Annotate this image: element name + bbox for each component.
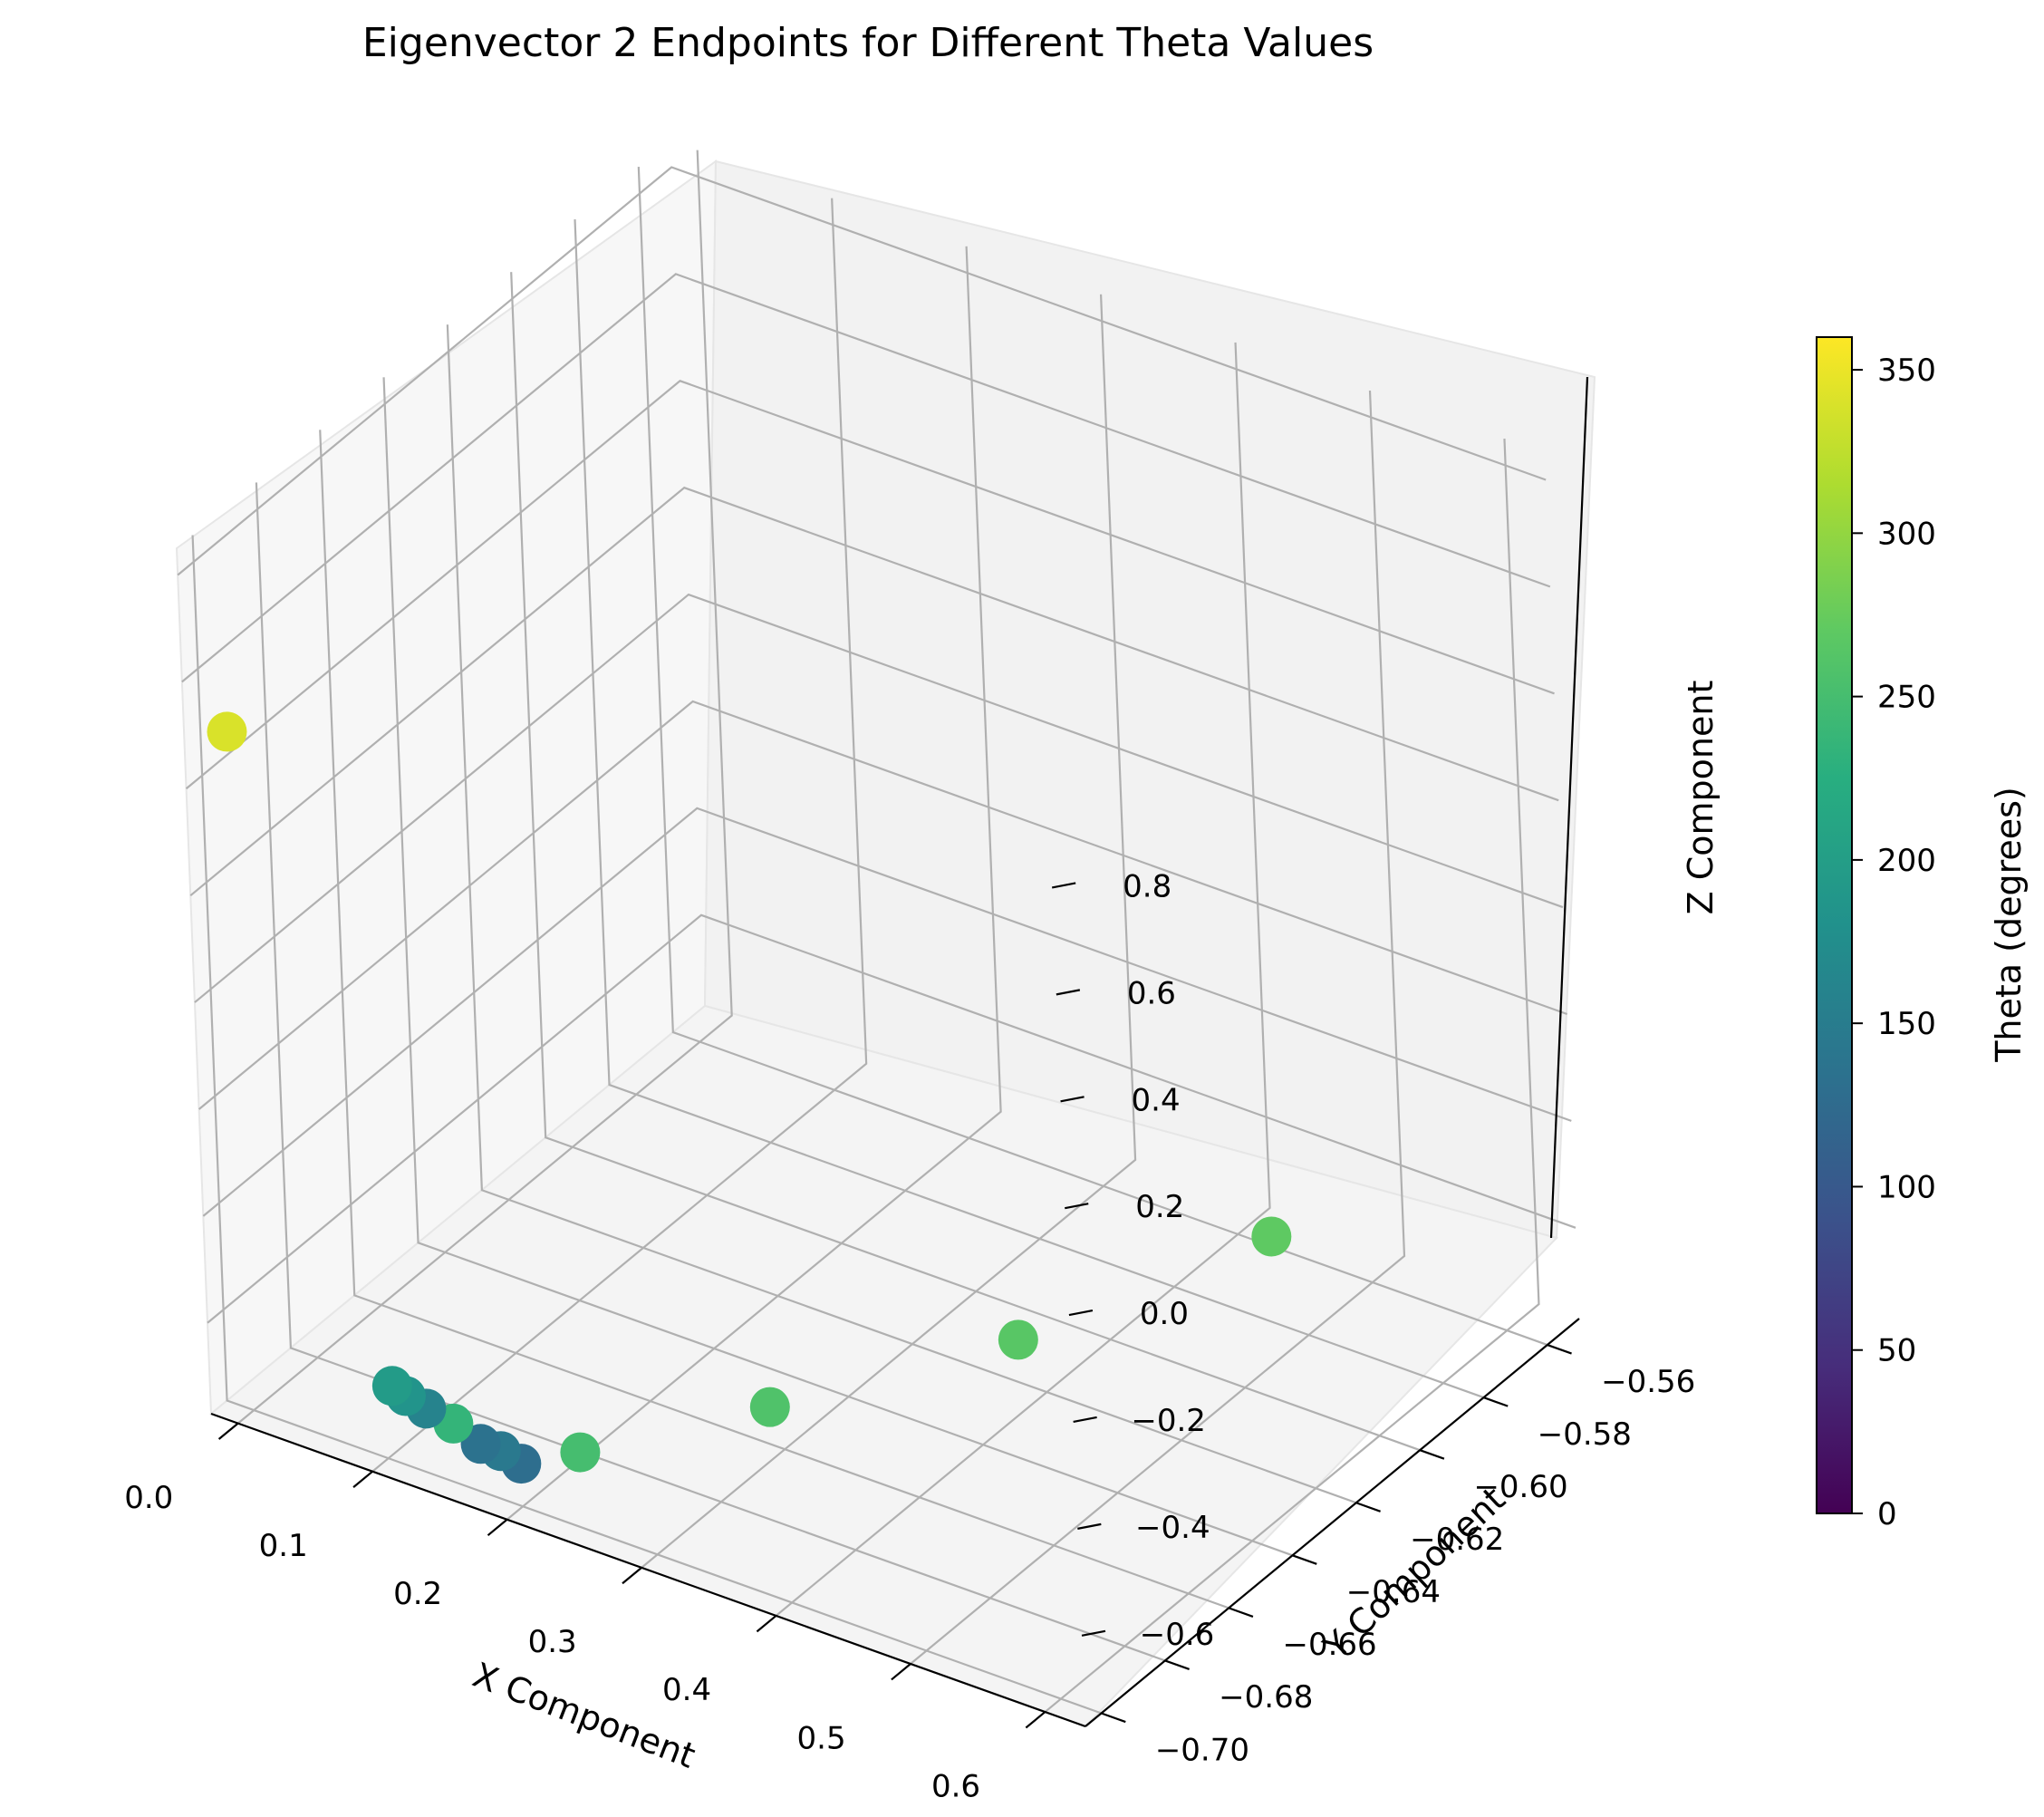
colorbar-label: Theta (degrees): [1989, 787, 2029, 1063]
x-tick: [756, 1615, 777, 1633]
y-tick: [1483, 1397, 1509, 1407]
scatter-point: [1251, 1216, 1292, 1257]
x-gridline: [236, 150, 733, 1425]
z-tick-label: −0.6: [1140, 1617, 1215, 1653]
x-axis-line: [210, 1412, 1086, 1728]
z-tick-label: −0.4: [1135, 1510, 1210, 1546]
y-gridline: [574, 219, 1484, 1399]
y-tick: [1419, 1449, 1445, 1460]
scatter-point: [371, 1366, 412, 1406]
z-axis-line: [1549, 376, 1589, 1239]
x-gridline: [1044, 439, 1540, 1713]
colorbar-tick-label: 0: [1877, 1496, 1897, 1532]
colorbar-tick-label: 250: [1877, 680, 1936, 716]
y-gridline: [510, 272, 1421, 1452]
z-axis-label: Z Component: [1681, 681, 1721, 915]
colorbar-tick-label: 350: [1877, 353, 1936, 389]
y-tick-label: −0.64: [1346, 1574, 1441, 1610]
y-gridline: [319, 430, 1229, 1609]
z-gridline: [194, 593, 1564, 1003]
z-gridline: [202, 807, 1572, 1217]
y-tick: [1355, 1502, 1381, 1513]
z-gridline: [189, 486, 1559, 897]
z-gridline: [177, 166, 1547, 576]
x-tick: [1025, 1711, 1046, 1729]
y-tick: [1164, 1659, 1190, 1671]
tick-labels: 0.0 0.1 0.2 0.3 0.4 0.5 0.6 −0.56 −0.58 −0.60 −0.6…: [124, 868, 1695, 1804]
z-gridline: [185, 380, 1555, 790]
y-gridline: [255, 482, 1166, 1662]
grid-lines: [177, 150, 1576, 1715]
scatter-point: [207, 711, 247, 752]
z-tick: [1081, 1629, 1106, 1637]
z-tick: [1051, 882, 1076, 889]
y-gridline: [191, 535, 1102, 1715]
colorbar: [1816, 336, 1853, 1514]
z-tick-label: 0.4: [1132, 1082, 1181, 1118]
x-tick-label: 0.4: [662, 1672, 711, 1708]
z-tick-label: 0.8: [1123, 868, 1171, 904]
y-axis-label: Y Component: [1316, 1479, 1513, 1667]
z-tick: [1068, 1309, 1094, 1317]
scatter-point: [749, 1387, 790, 1427]
z-tick: [1056, 989, 1081, 996]
z-gridline: [198, 700, 1567, 1110]
scatter-point: [560, 1432, 601, 1473]
x-tick-label: 0.2: [393, 1576, 442, 1612]
colorbar-ticks: 0 50 100 150 200 250 300 350: [1852, 353, 1936, 1532]
y-tick: [1547, 1343, 1572, 1355]
colorbar-tick-label: 100: [1877, 1169, 1936, 1205]
x-tick-label: 0.1: [259, 1528, 308, 1564]
colorbar-tick-label: 50: [1877, 1333, 1916, 1369]
x-tick-label: 0.3: [528, 1624, 577, 1660]
x-gridline: [641, 294, 1137, 1569]
y-tick-label: −0.68: [1219, 1679, 1313, 1716]
scatter-points: [207, 711, 1292, 1484]
y-gridline: [446, 324, 1357, 1504]
colorbar-tick-label: 300: [1877, 516, 1936, 552]
y-tick-label: −0.62: [1410, 1522, 1504, 1558]
z-tick-label: 0.0: [1140, 1296, 1189, 1332]
z-tick: [1060, 1096, 1085, 1103]
scatter-point: [460, 1424, 501, 1464]
axis-lines: [210, 376, 1589, 1729]
y-tick: [1292, 1554, 1317, 1565]
y-tick: [1228, 1607, 1254, 1618]
x-tick-label: 0.0: [124, 1480, 173, 1516]
colorbar-tick-label: 200: [1877, 843, 1936, 879]
z-tick-label: 0.2: [1135, 1189, 1184, 1225]
y-tick-label: −0.58: [1538, 1416, 1632, 1453]
x-gridline: [506, 246, 1002, 1521]
x-tick: [352, 1470, 373, 1488]
y-axis-line: [1085, 1318, 1580, 1727]
z-tick: [1065, 1203, 1089, 1210]
y-tick-label: −0.60: [1473, 1469, 1567, 1505]
x-tick: [622, 1566, 642, 1585]
scatter-point: [998, 1319, 1038, 1360]
x-tick: [891, 1663, 911, 1681]
x-gridline: [775, 342, 1271, 1617]
y-tick-label: −0.66: [1282, 1627, 1376, 1663]
y-tick: [1101, 1712, 1126, 1724]
chart-title: Eigenvector 2 Endpoints for Different Th…: [362, 20, 1374, 66]
z-tick-label: 0.6: [1127, 975, 1176, 1011]
x-gridline: [910, 390, 1406, 1665]
y-gridline: [382, 377, 1293, 1557]
z-tick: [1077, 1522, 1102, 1530]
colorbar-tick-label: 150: [1877, 1006, 1936, 1042]
x-tick-label: 0.5: [797, 1720, 846, 1756]
x-tick: [487, 1518, 508, 1537]
z-tick-label: −0.2: [1131, 1403, 1206, 1439]
z-tick: [1073, 1416, 1097, 1424]
x-gridline: [371, 198, 868, 1473]
y-tick-label: −0.56: [1601, 1364, 1695, 1400]
x-tick: [217, 1422, 239, 1440]
x-tick-label: 0.6: [931, 1768, 980, 1804]
z-gridline: [207, 913, 1576, 1324]
y-tick-label: −0.70: [1155, 1732, 1249, 1768]
z-gridline: [181, 273, 1551, 683]
